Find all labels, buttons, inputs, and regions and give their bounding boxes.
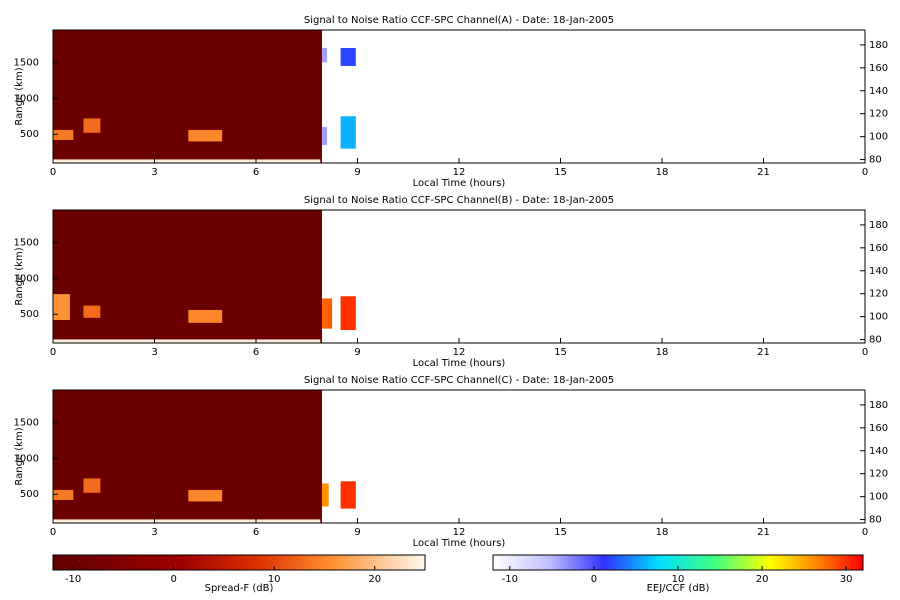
y2-tick-label: 80: [869, 155, 882, 166]
x-tick-label: 18: [656, 167, 669, 178]
y2-tick-label: 180: [869, 40, 888, 51]
y2-tick-label: 100: [869, 492, 888, 503]
y2-tick-label: 80: [869, 515, 882, 526]
eej-region: [340, 47, 356, 66]
x-tick-label: 6: [253, 167, 259, 178]
x-tick-label: 15: [554, 167, 567, 178]
y2-tick-label: 120: [869, 289, 888, 300]
eej-region: [321, 47, 328, 63]
y-tick-label: 1000: [14, 273, 39, 284]
y-tick-label: 1000: [14, 93, 39, 104]
x-tick-label: 21: [757, 347, 770, 358]
y-tick-label: 500: [20, 489, 39, 500]
y2-tick-label: 160: [869, 423, 888, 434]
x-tick-label: 6: [253, 527, 259, 538]
x-tick-label: 0: [862, 167, 868, 178]
x-axis-label: Local Time (hours): [413, 178, 506, 189]
spread-f-region: [188, 129, 223, 142]
colorbar: [52, 554, 426, 571]
x-axis-label: Local Time (hours): [413, 358, 506, 369]
eej-region: [321, 483, 329, 507]
panel-title: Signal to Noise Ratio CCF-SPC Channel(A)…: [304, 15, 614, 26]
panel-title: Signal to Noise Ratio CCF-SPC Channel(C)…: [304, 375, 614, 386]
x-tick-label: 0: [862, 347, 868, 358]
x-tick-label: 15: [554, 527, 567, 538]
spread-f-region: [53, 489, 74, 500]
y-tick-label: 1000: [14, 453, 39, 464]
colorbar-tick-label: 10: [268, 574, 281, 585]
spread-f-region: [53, 519, 321, 523]
spread-f-region: [53, 294, 70, 320]
eej-region: [340, 116, 356, 149]
y-tick-label: 500: [20, 129, 39, 140]
y2-tick-label: 180: [869, 220, 888, 231]
colorbar-tick-label: -10: [502, 574, 518, 585]
eej-region: [321, 298, 333, 329]
colorbar-tick-label: -10: [65, 574, 81, 585]
colorbar-label: Spread-F (dB): [205, 583, 274, 594]
x-axis-label: Local Time (hours): [413, 538, 506, 549]
colorbar-tick-label: 20: [756, 574, 769, 585]
y2-tick-label: 180: [869, 400, 888, 411]
x-tick-label: 0: [862, 527, 868, 538]
y2-tick-label: 80: [869, 335, 882, 346]
x-tick-label: 21: [757, 527, 770, 538]
x-tick-label: 0: [50, 347, 56, 358]
y2-tick-label: 140: [869, 266, 888, 277]
x-tick-label: 12: [453, 527, 466, 538]
x-tick-label: 9: [354, 167, 360, 178]
x-tick-label: 0: [50, 167, 56, 178]
spread-f-region: [53, 390, 322, 523]
eej-region: [321, 127, 328, 146]
spread-f-region: [53, 159, 321, 163]
y2-tick-label: 140: [869, 446, 888, 457]
y-axis-label: Range (km): [14, 247, 25, 305]
y2-tick-label: 100: [869, 312, 888, 323]
y-tick-label: 1500: [14, 417, 39, 428]
colorbar-tick-label: 0: [591, 574, 597, 585]
y2-tick-label: 160: [869, 243, 888, 254]
spread-f-region: [83, 118, 101, 133]
panel-title: Signal to Noise Ratio CCF-SPC Channel(B)…: [304, 195, 614, 206]
spread-f-region: [53, 30, 322, 163]
spread-f-region: [53, 210, 322, 343]
x-tick-label: 21: [757, 167, 770, 178]
y-axis-label: Range (km): [14, 67, 25, 125]
x-tick-label: 9: [354, 347, 360, 358]
y-axis-label: Range (km): [14, 427, 25, 485]
spread-f-region: [83, 478, 101, 493]
y-tick-label: 1500: [14, 57, 39, 68]
y2-tick-label: 120: [869, 109, 888, 120]
spread-f-region: [188, 489, 223, 502]
y2-tick-label: 160: [869, 63, 888, 74]
y-tick-label: 1500: [14, 237, 39, 248]
x-tick-label: 12: [453, 167, 466, 178]
x-tick-label: 15: [554, 347, 567, 358]
colorbar-tick-label: 10: [672, 574, 685, 585]
colorbar-label: EEJ/CCF (dB): [647, 583, 710, 594]
spread-f-region: [53, 129, 74, 140]
x-tick-label: 18: [656, 527, 669, 538]
colorbar-tick-label: 20: [368, 574, 381, 585]
spread-f-region: [53, 339, 321, 343]
eej-region: [340, 296, 356, 331]
spread-f-region: [188, 309, 223, 323]
x-tick-label: 3: [151, 527, 157, 538]
y2-tick-label: 140: [869, 86, 888, 97]
x-tick-label: 12: [453, 347, 466, 358]
eej-region: [340, 481, 356, 509]
x-tick-label: 3: [151, 167, 157, 178]
colorbar-tick-label: 0: [170, 574, 176, 585]
y2-tick-label: 120: [869, 469, 888, 480]
x-tick-label: 0: [50, 527, 56, 538]
y-tick-label: 500: [20, 309, 39, 320]
spread-f-region: [83, 305, 101, 318]
colorbar-tick-label: 30: [840, 574, 853, 585]
x-tick-label: 9: [354, 527, 360, 538]
y2-tick-label: 100: [869, 132, 888, 143]
x-tick-label: 3: [151, 347, 157, 358]
x-tick-label: 6: [253, 347, 259, 358]
x-tick-label: 18: [656, 347, 669, 358]
